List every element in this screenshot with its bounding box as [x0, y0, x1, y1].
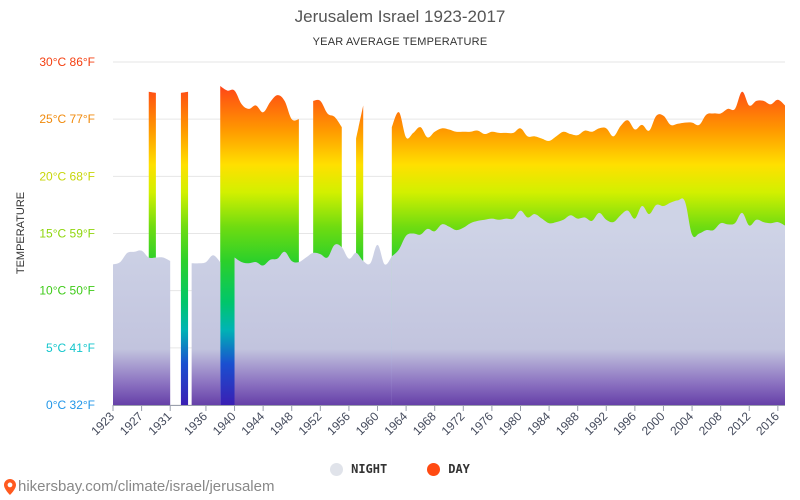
x-tick-label: 1960	[353, 409, 382, 438]
x-tick-label: 1984	[524, 409, 553, 438]
night-area	[235, 244, 392, 405]
legend-item-day[interactable]: DAY	[427, 462, 470, 476]
source-url: hikersbay.com/climate/israel/jerusalem	[18, 478, 274, 495]
x-tick-label: 1952	[296, 409, 325, 438]
x-axis-ticks: 1923 1927 1931 1936 1940 1944 1948 1952 1956 1960…	[88, 405, 785, 438]
x-tick-label: 1944	[238, 409, 267, 438]
y-tick-label: 0°C 32°F	[46, 398, 95, 412]
y-tick-label: 30°C 86°F	[39, 55, 95, 69]
x-tick-label: 1972	[439, 409, 468, 438]
night-area	[392, 198, 785, 405]
x-tick-label: 1988	[553, 409, 582, 438]
legend: NIGHT DAY	[0, 462, 800, 476]
night-series	[113, 198, 785, 405]
x-tick-label: 1927	[117, 409, 146, 438]
source-link[interactable]: hikersbay.com/climate/israel/jerusalem	[4, 478, 274, 495]
night-legend-label: NIGHT	[351, 462, 387, 476]
x-tick-label: 1968	[410, 409, 439, 438]
day-legend-dot	[427, 463, 440, 476]
x-tick-label: 1976	[467, 409, 496, 438]
y-tick-label: 25°C 77°F	[39, 112, 95, 126]
x-tick-label: 2008	[696, 409, 725, 438]
x-tick-label: 2016	[753, 409, 782, 438]
y-tick-label: 20°C 68°F	[39, 169, 95, 183]
temperature-chart: 0°C 32°F 5°C 41°F 10°C 50°F 15°C 59°F 20°C 6…	[0, 0, 800, 500]
x-tick-label: 1992	[582, 409, 611, 438]
x-tick-label: 1923	[88, 409, 117, 438]
location-pin-icon	[4, 479, 16, 495]
night-area	[113, 250, 170, 405]
x-tick-label: 2012	[725, 409, 754, 438]
legend-item-night[interactable]: NIGHT	[330, 462, 387, 476]
night-legend-dot	[330, 463, 343, 476]
day-legend-label: DAY	[448, 462, 470, 476]
x-tick-label: 1964	[381, 409, 410, 438]
x-tick-label: 1940	[210, 409, 239, 438]
night-area	[192, 255, 221, 405]
day-area	[181, 92, 188, 405]
x-tick-label: 1931	[146, 409, 175, 438]
x-tick-label: 1980	[496, 409, 525, 438]
y-tick-label: 10°C 50°F	[39, 284, 95, 298]
x-tick-label: 1996	[610, 409, 639, 438]
x-tick-label: 2004	[667, 409, 696, 438]
y-tick-label: 15°C 59°F	[39, 227, 95, 241]
y-axis-ticks: 0°C 32°F 5°C 41°F 10°C 50°F 15°C 59°F 20°C 6…	[39, 55, 95, 412]
y-tick-label: 5°C 41°F	[46, 341, 95, 355]
x-tick-label: 1936	[181, 409, 210, 438]
x-tick-label: 1956	[324, 409, 353, 438]
x-tick-label: 2000	[639, 409, 668, 438]
x-tick-label: 1948	[267, 409, 296, 438]
